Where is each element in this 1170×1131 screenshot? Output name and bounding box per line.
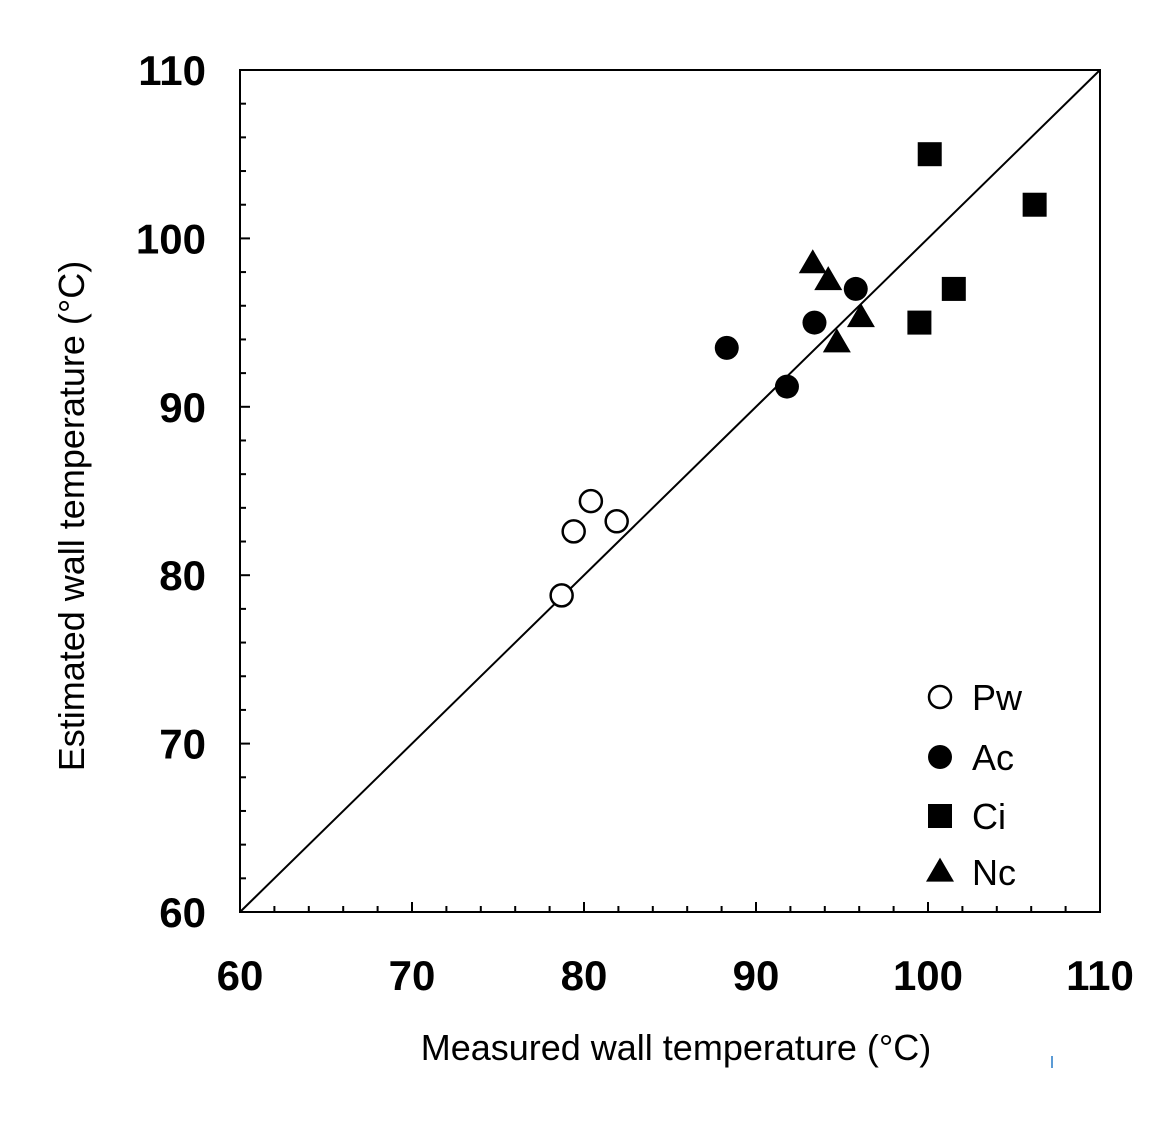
y-tick-label: 90	[159, 384, 206, 431]
data-point-ac	[714, 335, 739, 360]
y-tick-label: 80	[159, 552, 206, 599]
y-tick-label: 110	[138, 47, 206, 94]
data-point-pw	[561, 519, 586, 544]
data-point-pw	[604, 509, 629, 534]
reference-line	[239, 69, 1101, 913]
x-tick-label: 70	[389, 952, 436, 999]
x-tick-label: 60	[217, 952, 264, 999]
x-tick-label: 90	[733, 952, 780, 999]
data-point-ci	[907, 310, 932, 335]
x-tick-label: 100	[893, 952, 963, 999]
legend-label-pw: Pw	[972, 677, 1023, 718]
legend-label-ci: Ci	[972, 796, 1006, 837]
data-point-nc	[798, 249, 827, 274]
data-point-pw	[578, 488, 604, 514]
data-point-ac	[843, 276, 868, 301]
data-point-pw	[549, 583, 574, 608]
legend-marker-pw	[927, 684, 953, 710]
legend-marker-ac	[928, 745, 952, 769]
x-tick-label: 110	[1066, 952, 1134, 999]
y-tick-labels: 60 70 80 90 100 110	[136, 47, 206, 936]
y-axis-title: Estimated wall temperature (°C)	[51, 261, 92, 772]
legend: Pw Ac Ci Nc	[926, 677, 1023, 893]
y-tick-label: 100	[136, 215, 206, 262]
data-point-nc	[822, 328, 851, 353]
legend-label-ac: Ac	[972, 737, 1014, 778]
plot-frame	[239, 69, 1101, 913]
data-point-ci	[917, 142, 942, 167]
legend-marker-nc	[926, 857, 954, 882]
data-point-ci	[941, 276, 966, 301]
data-point-nc	[846, 303, 875, 328]
data-point-ci	[1022, 192, 1047, 217]
y-tick-label: 60	[159, 889, 206, 936]
data-points	[549, 142, 1047, 608]
x-axis-title: Measured wall temperature (°C)	[421, 1027, 932, 1068]
x-tick-label: 80	[561, 952, 608, 999]
x-tick-labels: 60 70 80 90 100 110	[217, 952, 1134, 999]
y-tick-label: 70	[159, 721, 206, 768]
data-point-ac	[774, 374, 799, 399]
minor-ticks	[239, 69, 1101, 913]
data-point-ac	[802, 310, 827, 335]
data-point-nc	[814, 266, 843, 291]
legend-marker-ci	[928, 804, 952, 828]
legend-label-nc: Nc	[972, 852, 1016, 893]
